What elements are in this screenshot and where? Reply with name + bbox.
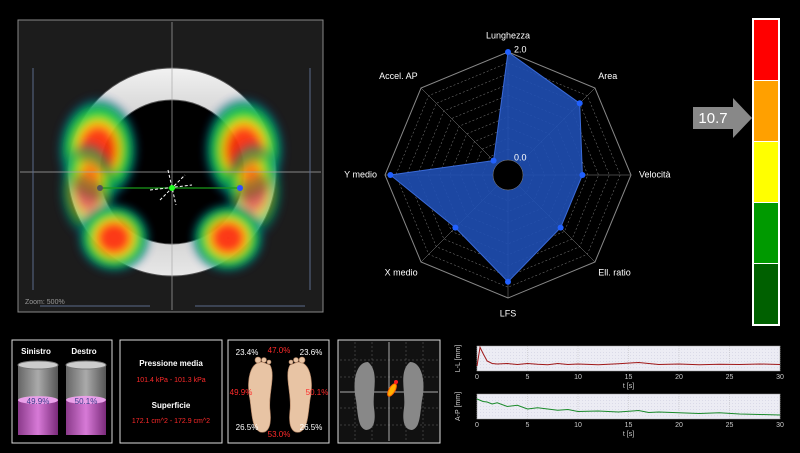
radar-axis-label: Velocità <box>639 169 671 179</box>
x-tick-label: 15 <box>625 374 633 381</box>
feet-panel: 23.4% 47.0% 23.6% 49.9% 50.1% 26.5% 53.0… <box>227 339 330 444</box>
x-tick-label: 30 <box>776 422 784 429</box>
radar-axis-label: Y medio <box>344 169 377 179</box>
cylinder-fill <box>66 399 106 435</box>
x-tick-label: 0 <box>475 374 479 381</box>
right-label: Destro <box>71 347 96 356</box>
y-axis-label: L-L [mm] <box>455 345 462 372</box>
radar-point <box>387 172 394 178</box>
cylinder-top <box>65 360 107 370</box>
x-tick-label: 5 <box>526 422 530 429</box>
x-tick-label: 25 <box>726 422 734 429</box>
radar-point <box>505 49 511 55</box>
radar-axis-label: Ell. ratio <box>598 268 631 278</box>
x-axis-label: t [s] <box>623 383 634 390</box>
radar-axis-label: Area <box>598 71 617 81</box>
trace <box>476 345 781 367</box>
radar-axis-label: Accel. AP <box>379 71 418 81</box>
x-axis-label: t [s] <box>623 431 634 438</box>
left-label: Sinistro <box>21 347 51 356</box>
cylinder-top <box>17 360 59 370</box>
cylinder-label: 50.1% <box>75 397 98 406</box>
x-tick-label: 5 <box>526 374 530 381</box>
radar-ring <box>406 73 610 277</box>
x-tick-label: 10 <box>574 422 582 429</box>
radar-point <box>505 278 511 285</box>
gauge-value: 10.7 <box>698 110 727 127</box>
x-tick-label: 15 <box>625 422 633 429</box>
x-tick-label: 20 <box>675 422 683 429</box>
time-plots: 0 5 10 15 20 25 30 t [s] L-L [mm] 0 5 10 15 20 25 30 t [… <box>455 345 784 438</box>
radar-ring <box>438 105 578 245</box>
mean-title: Pressione media <box>139 359 203 368</box>
rearfoot-total: 53.0% <box>268 430 291 439</box>
y-axis-label: A-P [mm] <box>455 392 462 421</box>
radar-chart: Lunghezza Area Velocità Ell. ratio LFS X medi… <box>344 30 670 318</box>
cylinder-fill <box>18 400 58 435</box>
x-tick-label: 20 <box>675 374 683 381</box>
x-tick-label: 10 <box>574 374 582 381</box>
forefoot-total: 47.0% <box>268 346 291 355</box>
mean-value: 101.4 kPa - 101.3 kPa <box>136 377 205 384</box>
zoom-label: Zoom: 500% <box>25 299 65 306</box>
cylinder-level <box>18 396 58 405</box>
trace <box>476 398 781 416</box>
pressure-panel: Pressione media 101.4 kPa - 101.3 kPa Su… <box>119 339 223 444</box>
rearfoot-right: 26.5% <box>300 423 323 432</box>
cylinder-label: 49.9% <box>27 397 50 406</box>
forefoot-left: 23.4% <box>236 348 259 357</box>
forefoot-right: 23.6% <box>300 348 323 357</box>
load-split-panel: Sinistro Destro 49.9% 50.1% <box>11 339 113 444</box>
radar-tick-label: 2.0 <box>514 44 527 54</box>
radar-axis-label: X medio <box>385 268 418 278</box>
x-tick-label: 30 <box>776 374 784 381</box>
side-left: 49.9% <box>230 388 253 397</box>
radar-ring <box>395 62 621 288</box>
radar-axis-label: LFS <box>500 308 517 318</box>
radar-point <box>576 100 583 107</box>
radar-hole <box>492 159 524 191</box>
radar-point <box>452 224 459 231</box>
surface-title: Superficie <box>152 401 191 410</box>
radar-ring <box>449 116 567 234</box>
radar-point <box>557 224 564 231</box>
heatmap-panel: Zoom: 500% <box>17 19 324 313</box>
position-panel <box>337 339 441 444</box>
rearfoot-left: 26.5% <box>236 423 259 432</box>
cylinder-level <box>66 395 106 404</box>
radar-tick-label: 0.0 <box>514 152 527 162</box>
radar-area <box>389 51 583 283</box>
surface-value: 172.1 cm^2 - 172.9 cm^2 <box>132 418 210 425</box>
radar-point <box>490 157 497 164</box>
x-tick-label: 0 <box>475 422 479 429</box>
gauge: 10.7 <box>693 18 780 326</box>
radar-point <box>579 172 586 178</box>
radar-axis-label: Lunghezza <box>486 30 530 40</box>
radar-spoke <box>420 87 498 165</box>
side-right: 50.1% <box>306 388 329 397</box>
x-tick-label: 25 <box>726 374 734 381</box>
